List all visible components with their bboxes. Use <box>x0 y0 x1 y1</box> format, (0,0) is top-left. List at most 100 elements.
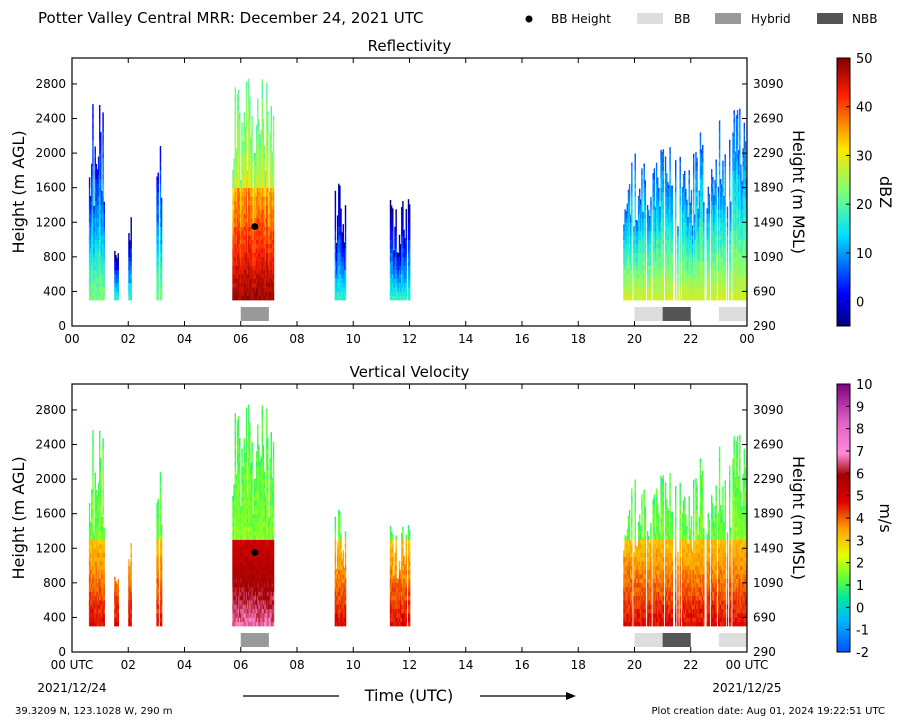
echo-cell <box>639 248 641 253</box>
echo-cell <box>90 226 92 232</box>
echo-cell <box>668 278 670 284</box>
echo-cell <box>722 291 724 297</box>
echo-cell <box>690 278 693 284</box>
echo-cell <box>675 287 677 292</box>
echo-cell <box>695 235 697 240</box>
echo-cell <box>252 200 254 206</box>
echo-cell <box>269 282 271 288</box>
echo-cell <box>685 217 687 223</box>
echo-cell <box>267 170 269 176</box>
echo-cell <box>650 261 652 266</box>
echo-cell <box>711 261 713 266</box>
echo-cell <box>263 230 266 236</box>
echo-cell <box>91 287 93 292</box>
echo-cell <box>95 166 98 171</box>
echo-cell <box>252 196 254 201</box>
echo-cell <box>695 274 697 279</box>
echo-cell <box>687 278 689 284</box>
echo-cell <box>681 274 684 279</box>
echo-cell <box>101 226 103 232</box>
echo-cell <box>239 261 241 266</box>
echo-cell <box>101 222 103 227</box>
echo-cell <box>664 183 667 188</box>
echo-cell <box>267 291 269 297</box>
echo-cell <box>408 239 411 245</box>
echo-cell <box>642 252 644 258</box>
echo-cell <box>403 265 405 271</box>
echo-cell <box>679 192 681 197</box>
echo-cell <box>711 291 713 297</box>
echo-cell <box>97 291 100 297</box>
echo-cell <box>246 239 249 245</box>
echo-cell <box>693 291 695 297</box>
echo-cell <box>395 265 397 271</box>
echo-cell <box>693 217 695 223</box>
echo-cell <box>334 291 337 297</box>
echo-cell <box>690 287 693 292</box>
echo-cell <box>675 187 677 193</box>
echo-cell <box>699 200 702 206</box>
echo-cell <box>251 291 253 297</box>
echo-cell <box>636 235 639 240</box>
echo-cell <box>696 265 698 271</box>
echo-cell <box>677 243 679 249</box>
echo-cell <box>235 230 238 236</box>
echo-cell <box>655 261 658 266</box>
echo-cell <box>657 196 659 201</box>
echo-cell <box>688 287 690 292</box>
echo-cell <box>266 209 268 214</box>
echo-cell <box>342 256 344 262</box>
echo-cell <box>100 222 102 227</box>
echo-cell <box>722 274 724 279</box>
echo-cell <box>99 200 101 206</box>
echo-cell <box>240 230 242 236</box>
echo-cell <box>721 265 723 271</box>
echo-cell <box>695 213 697 219</box>
echo-cell <box>130 230 132 236</box>
echo-cell <box>88 269 91 275</box>
echo-cell <box>657 230 659 236</box>
echo-cell <box>628 226 631 232</box>
echo-cell <box>267 235 269 240</box>
echo-cell <box>262 235 265 240</box>
echo-cell <box>675 282 677 288</box>
echo-cell <box>259 274 261 279</box>
echo-cell <box>339 282 341 288</box>
echo-cell <box>644 295 647 301</box>
echo-cell <box>726 226 729 232</box>
echo-cell <box>631 252 633 258</box>
echo-cell <box>625 217 627 223</box>
echo-cell <box>696 222 698 227</box>
echo-cell <box>395 217 397 223</box>
echo-cell <box>666 274 668 279</box>
echo-cell <box>390 269 393 275</box>
echo-cell <box>666 295 668 301</box>
echo-cell <box>664 282 667 288</box>
echo-cell <box>389 209 392 214</box>
echo-cell <box>666 213 668 219</box>
echo-cell <box>338 187 340 193</box>
echo-cell <box>99 269 101 275</box>
echo-cell <box>396 278 398 284</box>
echo-cell <box>640 230 642 236</box>
echo-cell <box>92 235 94 240</box>
echo-cell <box>239 192 241 197</box>
echo-cell <box>237 192 240 197</box>
echo-cell <box>102 122 104 128</box>
echo-cell <box>666 187 668 193</box>
echo-cell <box>695 243 697 249</box>
echo-cell <box>271 153 274 158</box>
echo-cell <box>390 243 393 249</box>
echo-cell <box>624 295 626 301</box>
echo-cell <box>695 239 697 245</box>
echo-cell <box>233 213 235 219</box>
echo-cell <box>693 256 695 262</box>
echo-cell <box>396 282 398 288</box>
echo-cell <box>702 192 704 197</box>
echo-cell <box>258 248 260 253</box>
echo-cell <box>261 131 263 137</box>
echo-cell <box>662 183 665 188</box>
echo-cell <box>156 239 158 245</box>
echo-cell <box>102 166 104 171</box>
echo-cell <box>670 278 672 284</box>
